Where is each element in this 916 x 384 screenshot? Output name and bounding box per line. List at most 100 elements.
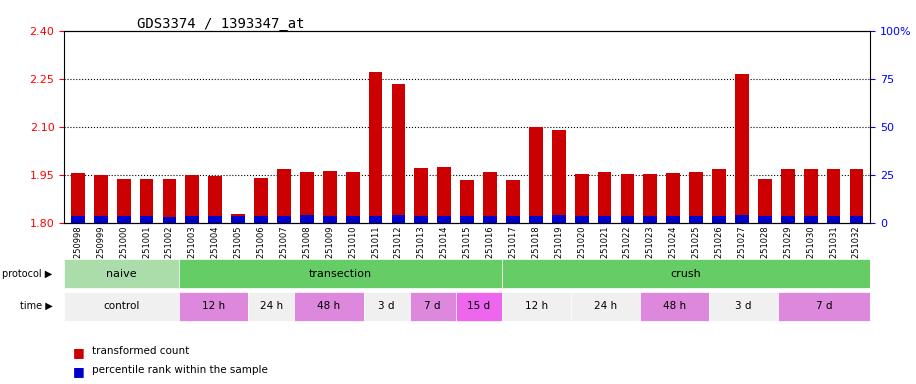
Text: 48 h: 48 h — [663, 301, 686, 311]
Text: ■: ■ — [73, 365, 85, 378]
FancyBboxPatch shape — [180, 259, 502, 288]
Bar — [643, 216, 658, 223]
Bar — [689, 172, 703, 223]
Bar — [689, 216, 703, 223]
FancyBboxPatch shape — [502, 291, 571, 321]
Bar — [139, 216, 154, 223]
Bar — [484, 172, 496, 223]
Bar — [597, 172, 611, 223]
Bar — [277, 169, 290, 223]
Bar — [529, 127, 542, 223]
Text: naive: naive — [106, 268, 137, 279]
Bar — [71, 173, 84, 223]
Bar — [460, 216, 474, 223]
Bar — [116, 216, 130, 223]
Bar — [735, 74, 748, 223]
Bar — [438, 216, 451, 223]
Bar — [185, 175, 199, 223]
Bar — [712, 169, 725, 223]
Bar — [575, 216, 588, 223]
Text: transformed count: transformed count — [92, 346, 189, 356]
FancyBboxPatch shape — [455, 291, 502, 321]
Bar — [345, 216, 359, 223]
Bar — [414, 168, 428, 223]
Bar — [666, 216, 680, 223]
Bar — [185, 216, 199, 223]
Bar — [780, 169, 794, 223]
Bar — [643, 174, 658, 223]
FancyBboxPatch shape — [409, 291, 455, 321]
Bar — [575, 174, 588, 223]
FancyBboxPatch shape — [571, 291, 640, 321]
Bar — [300, 172, 313, 223]
Bar — [231, 214, 245, 223]
Bar — [368, 72, 383, 223]
Text: 15 d: 15 d — [467, 301, 490, 311]
Text: 24 h: 24 h — [260, 301, 283, 311]
Bar — [208, 216, 222, 223]
Text: 48 h: 48 h — [318, 301, 341, 311]
FancyBboxPatch shape — [180, 291, 248, 321]
Bar — [758, 179, 771, 223]
Bar — [93, 175, 108, 223]
Bar — [826, 216, 841, 223]
Bar — [93, 216, 108, 223]
FancyBboxPatch shape — [364, 291, 409, 321]
Bar — [712, 216, 725, 223]
Bar — [254, 216, 267, 223]
FancyBboxPatch shape — [64, 259, 180, 288]
Text: 3 d: 3 d — [736, 301, 752, 311]
FancyBboxPatch shape — [502, 259, 870, 288]
FancyBboxPatch shape — [640, 291, 709, 321]
Text: 24 h: 24 h — [594, 301, 616, 311]
Text: ■: ■ — [73, 346, 85, 359]
Bar — [163, 179, 176, 223]
FancyBboxPatch shape — [294, 291, 364, 321]
Text: percentile rank within the sample: percentile rank within the sample — [92, 365, 267, 375]
Bar — [850, 216, 863, 223]
Bar — [277, 216, 290, 223]
Text: GDS3374 / 1393347_at: GDS3374 / 1393347_at — [137, 17, 305, 31]
Bar — [71, 216, 84, 223]
Bar — [438, 167, 451, 223]
Text: transection: transection — [309, 268, 372, 279]
Bar — [460, 180, 474, 223]
Bar — [322, 216, 337, 223]
Bar — [391, 215, 405, 223]
Bar — [735, 215, 748, 223]
Bar — [254, 178, 267, 223]
FancyBboxPatch shape — [64, 291, 180, 321]
Bar — [597, 216, 611, 223]
Bar — [826, 169, 841, 223]
Bar — [506, 216, 520, 223]
Bar — [620, 216, 634, 223]
FancyBboxPatch shape — [709, 291, 778, 321]
Bar — [804, 169, 817, 223]
FancyBboxPatch shape — [248, 291, 294, 321]
Text: protocol ▶: protocol ▶ — [3, 268, 52, 279]
Bar — [758, 216, 771, 223]
Bar — [780, 216, 794, 223]
Text: crush: crush — [671, 268, 702, 279]
Bar — [231, 216, 245, 223]
Text: 12 h: 12 h — [525, 301, 548, 311]
Bar — [116, 179, 130, 223]
Bar — [551, 215, 565, 223]
Bar — [850, 169, 863, 223]
FancyBboxPatch shape — [778, 291, 870, 321]
Bar — [208, 176, 222, 223]
Text: 3 d: 3 d — [378, 301, 395, 311]
Text: time ▶: time ▶ — [20, 301, 52, 311]
Bar — [620, 174, 634, 223]
Bar — [345, 172, 359, 223]
Bar — [666, 173, 680, 223]
Bar — [322, 171, 337, 223]
Bar — [484, 216, 496, 223]
Text: control: control — [104, 301, 140, 311]
Bar — [414, 216, 428, 223]
Bar — [551, 130, 565, 223]
Bar — [163, 217, 176, 223]
Bar — [506, 180, 520, 223]
Text: 7 d: 7 d — [816, 301, 833, 311]
Text: 7 d: 7 d — [424, 301, 441, 311]
